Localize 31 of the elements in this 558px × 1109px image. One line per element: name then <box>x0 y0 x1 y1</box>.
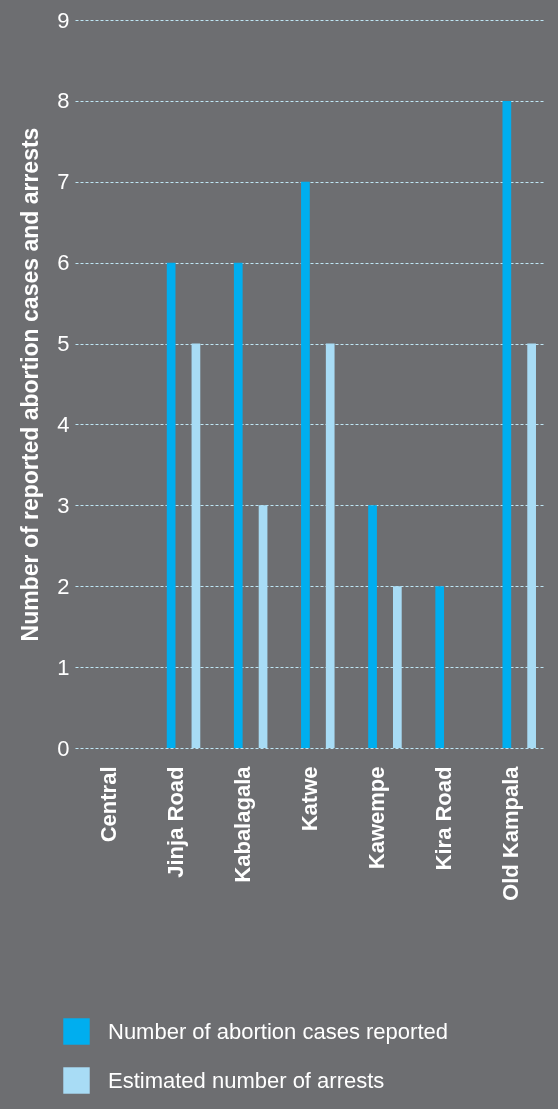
bar <box>325 343 335 748</box>
bar <box>258 505 268 748</box>
y-tick-label: 5 <box>57 331 70 357</box>
y-axis-title: Number of reported abortion cases and arrests <box>17 127 44 642</box>
y-tick-label: 8 <box>57 88 70 114</box>
y-tick-label: 0 <box>57 735 70 761</box>
x-tick-label: Central <box>95 766 121 843</box>
legend-label: Estimated number of arrests <box>108 1067 385 1093</box>
x-tick-label: Kabalagala <box>229 765 255 883</box>
bar <box>368 505 377 748</box>
y-tick-label: 2 <box>57 573 70 599</box>
y-tick-label: 9 <box>57 7 70 33</box>
x-tick-label: Jinja Road <box>162 766 188 878</box>
x-tick-label: Old Kampala <box>498 765 524 901</box>
legend-label: Number of abortion cases reported <box>108 1018 448 1044</box>
bar <box>301 181 310 748</box>
bar <box>435 586 445 748</box>
bar <box>527 343 536 748</box>
bar <box>502 100 512 748</box>
y-tick-label: 4 <box>57 411 70 437</box>
y-tick-label: 7 <box>57 169 70 195</box>
bar <box>392 586 402 748</box>
bar <box>233 262 243 748</box>
y-tick-label: 3 <box>57 492 70 518</box>
x-tick-label: Kira Road <box>431 766 457 871</box>
bar <box>166 262 176 748</box>
x-tick-label: Katwe <box>297 766 322 832</box>
bar <box>191 343 201 748</box>
x-tick-label: Kawempe <box>364 766 390 870</box>
y-tick-label: 6 <box>57 250 70 276</box>
y-tick-label: 1 <box>57 654 70 680</box>
